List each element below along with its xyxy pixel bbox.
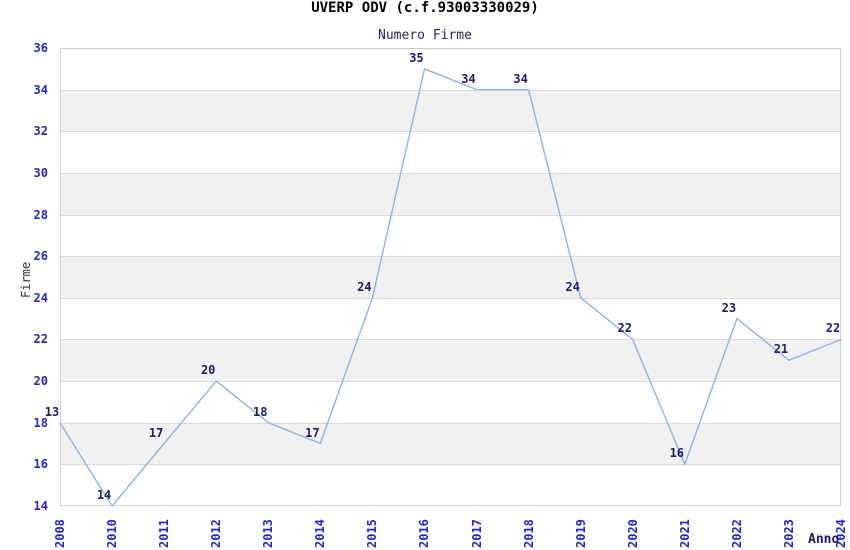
data-point-label: 24 <box>565 279 580 294</box>
y-tick-label: 14 <box>33 499 48 513</box>
x-tick-label: 2016 <box>417 519 432 548</box>
plot-border <box>60 48 841 506</box>
data-point-label: 16 <box>669 446 685 461</box>
x-tick-label: 2017 <box>469 519 484 548</box>
x-tick-label: 2015 <box>365 519 380 548</box>
data-point-label: 23 <box>721 300 737 315</box>
y-tick-label: 24 <box>33 290 48 305</box>
data-point-label: 13 <box>44 404 60 419</box>
x-tick-label: 2008 <box>53 519 67 548</box>
x-tick-label: 2011 <box>157 519 172 548</box>
data-point-label: 14 <box>96 488 112 502</box>
x-tick-label: 2021 <box>677 519 692 548</box>
y-tick-label: 34 <box>33 82 48 97</box>
x-tick-label: 2018 <box>521 519 536 548</box>
data-point-label: 20 <box>200 363 216 378</box>
y-axis-title: Firme <box>19 261 33 298</box>
data-point-label: 22 <box>825 321 841 336</box>
data-point-label: 22 <box>617 321 632 336</box>
data-point-label: 18 <box>253 404 268 419</box>
data-point-label: 35 <box>409 50 424 65</box>
y-tick-label: 20 <box>33 374 48 389</box>
x-axis-title: Anno <box>808 532 840 547</box>
x-tick-label: 2019 <box>573 519 588 548</box>
y-tick-label: 18 <box>33 415 48 430</box>
x-tick-label: 2012 <box>209 519 224 548</box>
chart-title: UVERP ODV (c.f.93003330029) <box>311 0 539 16</box>
y-tick-label: 22 <box>33 332 48 347</box>
y-tick-label: 16 <box>33 457 48 472</box>
y-tick-label: 30 <box>33 165 48 180</box>
data-point-label: 17 <box>148 425 164 440</box>
x-tick-label: 2020 <box>625 519 640 548</box>
x-tick-label: 2013 <box>261 519 276 548</box>
data-point-label: 21 <box>773 342 789 357</box>
data-point-label: 34 <box>461 71 476 86</box>
data-point-label: 24 <box>357 279 372 294</box>
y-tick-label: 28 <box>33 207 48 222</box>
chart-subtitle: Numero Firme <box>378 28 472 43</box>
x-tick-label: 2022 <box>729 519 744 548</box>
y-tick-label: 36 <box>33 41 48 55</box>
data-point-label: 34 <box>513 71 528 86</box>
x-tick-label: 2023 <box>781 519 796 548</box>
y-tick-label: 26 <box>33 249 48 264</box>
data-point-label: 17 <box>305 425 320 440</box>
x-tick-label: 2010 <box>105 519 120 548</box>
y-tick-label: 32 <box>33 124 48 139</box>
x-tick-label: 2014 <box>313 519 328 548</box>
